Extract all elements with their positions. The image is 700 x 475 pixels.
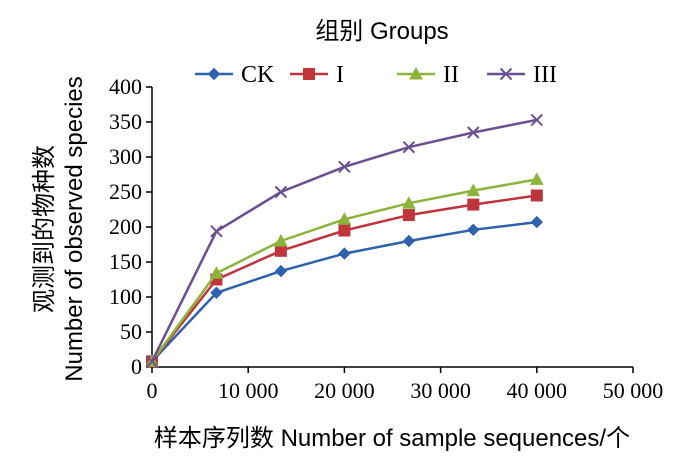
data-point bbox=[145, 355, 159, 368]
data-point bbox=[274, 264, 288, 278]
x-tick-label: 10 000 bbox=[218, 378, 279, 403]
data-point bbox=[402, 209, 415, 222]
x-tick-label: 40 000 bbox=[507, 378, 568, 403]
data-point bbox=[338, 160, 351, 174]
legend-swatch-marker bbox=[207, 67, 221, 81]
data-point bbox=[338, 224, 351, 237]
x-tick-label: 30 000 bbox=[410, 378, 471, 403]
data-point bbox=[210, 224, 223, 238]
legend-item-I: I bbox=[290, 62, 344, 88]
series-II bbox=[145, 172, 544, 367]
legend-label: I bbox=[336, 62, 344, 88]
legend-swatch-marker bbox=[499, 67, 513, 81]
data-point bbox=[274, 185, 288, 199]
x-tick-label: 20 000 bbox=[314, 378, 375, 403]
series-III bbox=[145, 113, 544, 368]
legend-item-II: II bbox=[397, 62, 459, 88]
y-tick-label: 150 bbox=[109, 249, 142, 274]
y-tick-label: 50 bbox=[120, 319, 142, 344]
data-point bbox=[529, 172, 544, 185]
data-point bbox=[209, 266, 224, 279]
legend-item-CK: CK bbox=[195, 62, 275, 88]
data-point bbox=[402, 234, 416, 248]
x-tick-label: 50 000 bbox=[603, 378, 664, 403]
legend-title: 组别 Groups bbox=[315, 18, 448, 45]
series-line bbox=[150, 118, 538, 362]
y-tick-label: 350 bbox=[109, 109, 142, 134]
y-tick-label: 100 bbox=[109, 284, 142, 309]
y-tick-label: 300 bbox=[109, 144, 142, 169]
data-point bbox=[530, 189, 543, 202]
legend-swatch-marker bbox=[303, 68, 315, 80]
legend-swatch-marker bbox=[409, 66, 423, 80]
data-point bbox=[466, 183, 481, 197]
y-axis-title-chinese: 观测到的物种数 bbox=[31, 145, 58, 313]
legend: CK I II III bbox=[195, 62, 557, 88]
x-tick-label: 0 bbox=[147, 378, 158, 403]
legend-item-III: III bbox=[487, 62, 557, 88]
data-point bbox=[467, 223, 480, 237]
data-point bbox=[337, 212, 352, 225]
y-tick-label: 250 bbox=[109, 179, 142, 204]
legend-label: CK bbox=[241, 62, 275, 88]
data-point bbox=[274, 233, 288, 247]
data-point bbox=[530, 215, 544, 229]
data-point bbox=[530, 113, 544, 127]
x-axis-title: 样本序列数 Number of sample sequences/个 bbox=[154, 425, 630, 452]
legend-label: II bbox=[443, 62, 459, 88]
legend-label: III bbox=[533, 62, 557, 88]
data-point bbox=[210, 286, 223, 300]
data-point bbox=[467, 198, 480, 211]
data-point bbox=[467, 126, 480, 139]
data-point bbox=[274, 244, 287, 257]
data-point bbox=[402, 196, 416, 209]
y-tick-label: 0 bbox=[131, 354, 142, 379]
series-layer bbox=[145, 113, 544, 368]
y-tick-label: 200 bbox=[109, 214, 142, 239]
y-axis-title-english: Number of observed species bbox=[61, 76, 88, 381]
data-point bbox=[338, 247, 351, 260]
y-tick-label: 400 bbox=[109, 74, 142, 99]
data-point bbox=[402, 140, 416, 154]
axes: 0 50 100 150 200 250 300 350 400 0 10 000 20 000 30 … bbox=[109, 74, 663, 403]
